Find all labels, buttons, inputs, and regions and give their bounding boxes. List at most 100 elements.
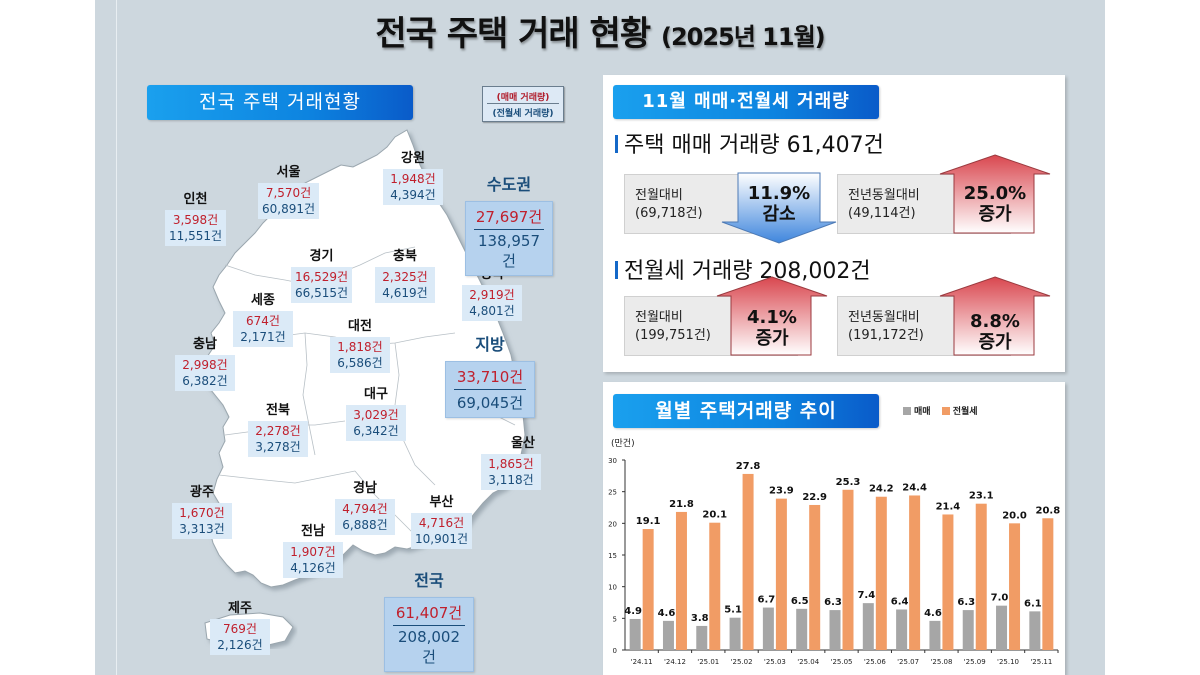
x-tick-label: '25.05	[831, 658, 853, 666]
bar-sale	[796, 608, 808, 650]
bar-value-label: 5.1	[724, 605, 742, 616]
up-arrow-icon	[716, 276, 828, 356]
sale-yoy-change: 25.0% 증가	[954, 183, 1036, 225]
y-tick-label: 20	[608, 520, 617, 528]
legend-swatch-rent	[941, 407, 950, 415]
y-tick-label: 15	[608, 552, 617, 560]
bar-value-label: 25.3	[836, 477, 861, 488]
rent-mom-change: 4.1% 증가	[731, 307, 813, 349]
map-banner: 전국 주택 거래현황	[147, 85, 413, 120]
region-rent: 2,126건	[217, 638, 263, 652]
region-name: 전남	[301, 524, 325, 539]
region-sale: 4,794건	[342, 502, 388, 516]
region-rent: 4,394건	[390, 188, 436, 202]
region-gyeonggi: 경기 16,529건 66,515건	[291, 245, 353, 303]
slide: 전국 주택 거래 현황 (2025년 11월) 전국 주택 거래현황 (매매 거…	[95, 0, 1105, 675]
region-sale: 2,919건	[469, 288, 515, 302]
bar-rent	[775, 498, 787, 650]
region-sale: 1,907건	[290, 545, 336, 559]
region-values: 1,948건 4,394건	[383, 169, 443, 205]
y-tick-label: 10	[608, 584, 617, 592]
region-daegu: 대구 3,029건 6,342건	[346, 383, 406, 441]
bar-sale	[829, 610, 841, 650]
page-title: 전국 주택 거래 현황 (2025년 11월)	[95, 6, 1105, 55]
bar-sale	[762, 607, 774, 650]
region-ulsan: 울산 1,865건 3,118건	[481, 432, 541, 490]
region-values: 1,865건 3,118건	[481, 454, 541, 490]
region-rent: 66,515건	[295, 286, 349, 300]
region-name: 대전	[348, 319, 372, 334]
aggregate-sale: 61,407건	[393, 602, 465, 626]
bar-value-label: 7.4	[857, 590, 875, 601]
region-rent: 6,342건	[353, 424, 399, 438]
region-daejeon: 대전 1,818건 6,586건	[330, 315, 390, 373]
aggregate-rent: 69,045건	[456, 394, 524, 412]
bar-value-label: 6.4	[891, 596, 909, 607]
x-tick-label: '25.04	[797, 658, 820, 666]
bar-value-label: 23.9	[769, 486, 794, 497]
region-sale: 2,325건	[382, 270, 428, 284]
map-legend: (매매 거래량) (전월세 거래량)	[482, 86, 564, 122]
aggregate-values: 33,710건 69,045건	[445, 361, 535, 418]
region-values: 2,919건 4,801건	[462, 285, 522, 321]
region-rent: 4,801건	[469, 304, 515, 318]
summary-banner: 11월 매매·전월세 거래량	[613, 85, 879, 119]
aggregate-rent: 138,957건	[477, 232, 541, 270]
region-seoul: 서울 7,570건 60,891건	[258, 161, 320, 219]
bar-rent	[1042, 518, 1054, 650]
x-tick-label: '25.03	[764, 658, 786, 666]
up-arrow-icon	[939, 154, 1051, 234]
region-chungbuk: 충북 2,325건 4,619건	[375, 245, 435, 303]
bar-value-label: 7.0	[991, 593, 1009, 604]
rent-yoy-change: 8.8% 증가	[954, 311, 1036, 353]
region-rent: 2,171건	[240, 330, 286, 344]
bar-value-label: 6.3	[824, 597, 842, 608]
bar-sale	[1029, 611, 1041, 650]
region-jeonbuk: 전북 2,278건 3,278건	[248, 399, 308, 457]
bar-sale	[729, 617, 741, 650]
sale-mom-label: 전월대비	[635, 188, 683, 203]
x-tick-label: '25.08	[930, 658, 952, 666]
up-arrow-icon	[939, 276, 1051, 356]
legend-label-sale: 매매	[914, 407, 931, 417]
sale-yoy-pct: 25.0%	[963, 183, 1027, 204]
region-sale: 1,670건	[179, 506, 225, 520]
rent-mom-dir: 증가	[755, 328, 789, 349]
legend-label-rent: 전월세	[952, 407, 978, 417]
region-name: 대구	[364, 387, 388, 402]
bar-sale	[629, 618, 641, 650]
bar-value-label: 20.8	[1036, 505, 1061, 516]
x-tick-label: '25.01	[697, 658, 719, 666]
x-tick-label: '24.11	[631, 658, 653, 666]
rent-mom-pct: 4.1%	[747, 307, 797, 328]
bar-chart: 0 5 10 15 20 25 30 '24.11 4.9 19.1 '24.12 4.6 21.8 '2…	[608, 457, 1061, 666]
sale-yoy-label: 전년동월대비	[848, 188, 920, 203]
rent-yoy-base: (191,172건)	[848, 328, 924, 343]
bar-value-label: 19.1	[636, 516, 661, 527]
bar-sale	[929, 620, 941, 650]
region-sale: 769건	[223, 622, 257, 636]
aggregate-sale: 33,710건	[454, 366, 526, 390]
region-name: 서울	[276, 165, 301, 180]
x-tick-label: '25.11	[1030, 658, 1052, 666]
region-name: 세종	[251, 293, 275, 308]
region-values: 1,907건 4,126건	[283, 542, 343, 578]
region-sale: 3,598건	[172, 213, 219, 227]
aggregate-values: 61,407건 208,002건	[384, 597, 474, 672]
x-tick-label: '25.07	[897, 658, 919, 666]
region-gwangju: 광주 1,670건 3,313건	[172, 481, 232, 539]
y-tick-label: 5	[613, 615, 617, 623]
region-rent: 3,278건	[255, 440, 301, 454]
chart-panel: 월별 주택거래량 추이 매매 전월세 (만건) 0 5 10 15 20 25 30 '24.…	[603, 382, 1065, 675]
bar-value-label: 24.4	[902, 482, 927, 493]
bar-value-label: 20.1	[702, 510, 727, 521]
region-name: 제주	[228, 601, 252, 616]
region-rent: 11,551건	[169, 229, 223, 243]
region-values: 3,029건 6,342건	[346, 405, 406, 441]
x-tick-label: '25.10	[997, 658, 1019, 666]
bar-value-label: 4.6	[924, 608, 942, 619]
region-rent: 3,118건	[488, 473, 534, 487]
region-values: 16,529건 66,515건	[291, 267, 353, 303]
aggregate-name: 지방	[475, 335, 505, 354]
bar-value-label: 20.0	[1002, 510, 1027, 521]
